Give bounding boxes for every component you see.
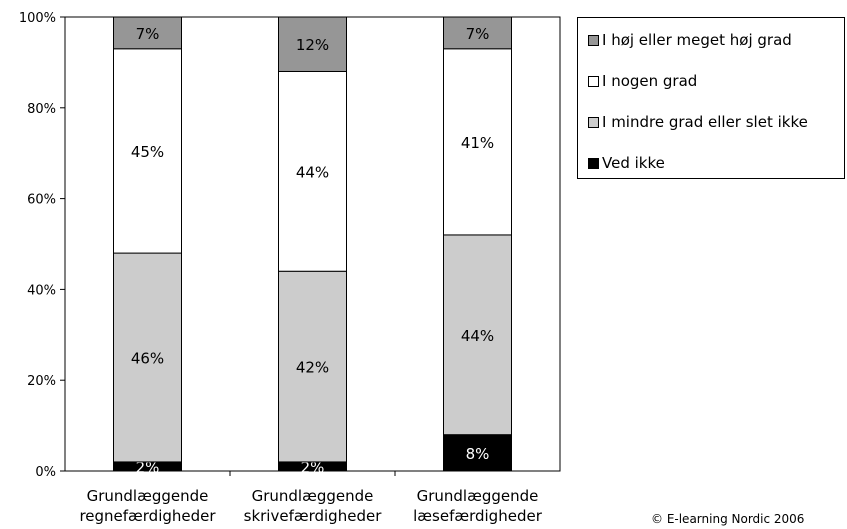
data-label: 2%	[136, 458, 160, 476]
legend-item: I mindre grad eller slet ikke	[588, 112, 808, 132]
data-label: 7%	[136, 25, 160, 43]
category-label: Grundlæggende skrivefærdigheder	[244, 487, 383, 525]
y-tick-label: 100%	[19, 11, 56, 26]
bar-segment	[443, 16, 512, 50]
legend-label: Ved ikke	[602, 154, 665, 172]
data-label: 44%	[296, 163, 329, 181]
bar-segment	[113, 48, 182, 254]
bar-segment	[443, 234, 512, 436]
bar-segment	[278, 16, 347, 72]
legend-swatch	[588, 157, 599, 169]
copyright-text: © E-learning Nordic 2006	[651, 512, 805, 526]
data-label: 46%	[131, 350, 164, 368]
legend-item: Ved ikke	[588, 153, 665, 173]
y-tick-label: 20%	[27, 374, 56, 389]
bar-segment	[113, 252, 182, 463]
legend-swatch	[588, 75, 599, 87]
category-label: Grundlæggende læsefærdigheder	[413, 487, 543, 525]
bar-segment	[278, 270, 347, 463]
data-label: 8%	[466, 445, 490, 463]
legend-item: I nogen grad	[588, 71, 697, 91]
legend-swatch	[588, 34, 599, 46]
data-label: 42%	[296, 359, 329, 377]
y-tick-label: 80%	[27, 102, 56, 117]
y-tick-label: 0%	[35, 465, 56, 480]
data-label: 2%	[301, 458, 325, 476]
bar-segment	[278, 70, 347, 272]
legend: I høj eller meget høj grad I nogen grad I …	[577, 17, 845, 179]
data-label: 7%	[466, 25, 490, 43]
y-tick-label: 40%	[27, 283, 56, 298]
data-label: 45%	[131, 143, 164, 161]
data-label: 12%	[296, 36, 329, 54]
category-label: Grundlæggende regnefærdigheder	[79, 487, 216, 525]
legend-label: I nogen grad	[602, 72, 698, 90]
legend-label: I høj eller meget høj grad	[602, 31, 792, 49]
bar-segment	[443, 434, 512, 472]
bar-segment	[113, 16, 182, 50]
y-tick-label: 60%	[27, 193, 56, 208]
legend-swatch	[588, 116, 599, 128]
legend-label: I mindre grad eller slet ikke	[602, 113, 808, 131]
data-label: 41%	[461, 134, 494, 152]
data-label: 44%	[461, 327, 494, 345]
legend-item: I høj eller meget høj grad	[588, 30, 792, 50]
